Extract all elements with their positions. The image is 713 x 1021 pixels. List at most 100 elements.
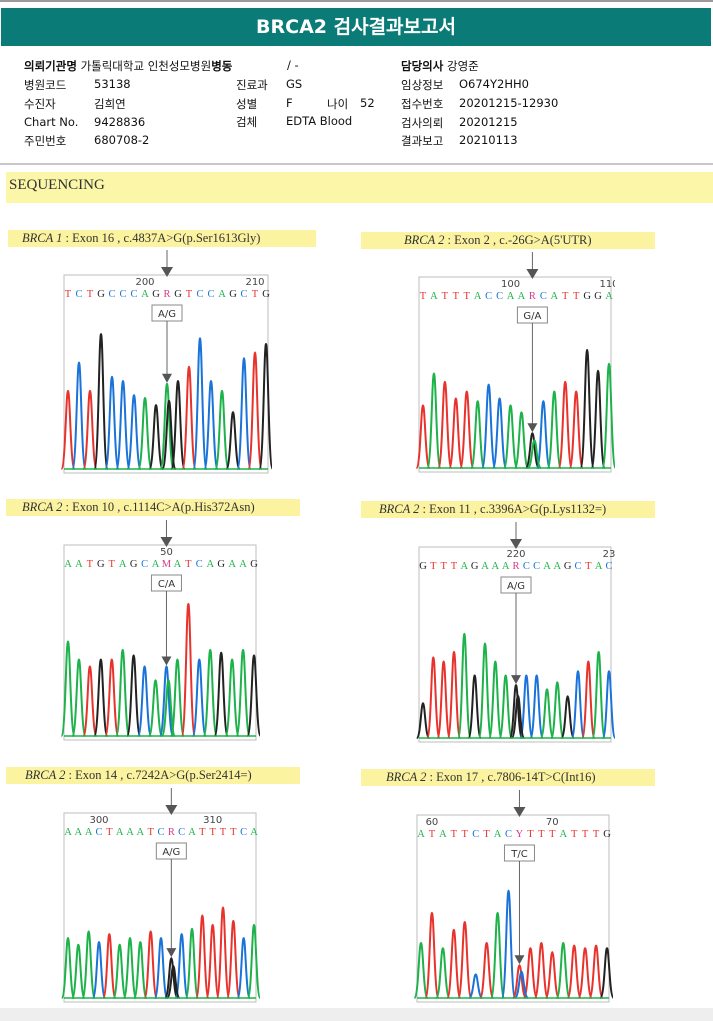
base-call: C	[523, 561, 530, 572]
report-title: BRCA2 검사결과보고서	[1, 8, 711, 46]
institution-label: 의뢰기관명	[24, 59, 77, 73]
base-call: T	[252, 289, 259, 300]
trace-peak-C	[500, 889, 517, 999]
base-call: A	[474, 291, 482, 302]
base-call: A	[64, 827, 72, 838]
base-call: G	[471, 561, 479, 572]
trace-peak-C	[236, 357, 252, 470]
trace-peak-T	[426, 656, 441, 739]
trace-peak-C	[192, 337, 208, 470]
trace-peak-T	[457, 921, 473, 999]
base-call: T	[209, 827, 216, 838]
genotype-call-label: A/G	[158, 309, 176, 320]
patient-value: 김희연	[94, 97, 126, 111]
base-call: T	[430, 561, 437, 572]
department-value: GS	[286, 77, 303, 91]
variant-peak-arrow-icon	[514, 955, 525, 965]
trace-peak-A	[477, 642, 493, 739]
doctor-label: 담당의사	[401, 59, 444, 73]
trace-peak-G	[524, 432, 541, 469]
trace-peak-A	[71, 943, 86, 999]
doctor-value: 강영준	[446, 59, 479, 73]
trace-peak-G	[258, 343, 272, 470]
trace-peak-A	[457, 632, 472, 739]
trace-peak-C	[601, 670, 615, 739]
trace-peak-A	[546, 390, 562, 469]
variant-peak-arrow-icon	[161, 656, 172, 666]
trace-peak-C	[136, 665, 153, 737]
trace-peak-G	[225, 411, 241, 470]
hospital-code-value: 53138	[94, 77, 131, 91]
genotype-call-label: G/A	[523, 311, 541, 322]
caption-2: BRCA 2 : Exon 2 , c.-26G>A(5'UTR)	[361, 232, 655, 249]
sequencing-title: SEQUENCING	[9, 177, 105, 193]
trace-peak-T	[82, 665, 98, 737]
base-call: T	[562, 291, 569, 302]
trace-peak-A	[112, 943, 127, 999]
base-call: C	[196, 559, 203, 570]
base-call: C	[75, 289, 82, 300]
base-call: C	[540, 291, 547, 302]
base-call: C	[108, 289, 115, 300]
trace-peak-C	[71, 361, 87, 470]
trace-peak-T	[557, 380, 573, 469]
base-call: R	[163, 289, 170, 300]
trace-peak-G	[467, 674, 482, 739]
base-call: T	[87, 559, 94, 570]
ward-label: 병동	[211, 59, 233, 73]
trace-peak-G	[213, 651, 229, 737]
trace-peak-A	[555, 941, 571, 999]
trace-peak-T	[104, 658, 120, 737]
section-divider	[0, 163, 713, 165]
trace-peak-A	[413, 941, 429, 999]
base-call: C	[207, 289, 214, 300]
caption-3-detail: Exon 10 , c.1114C>A(p.His372Asn)	[72, 500, 255, 514]
id-label: 주민번호	[24, 134, 67, 148]
base-call: A	[507, 291, 515, 302]
chromatogram-4: 220 23G T T T A G A A A R C C A A G C T A CA/G	[415, 522, 615, 743]
base-call: A	[188, 827, 196, 838]
trace-peak-A	[147, 679, 164, 737]
trace-peak-T	[180, 602, 196, 737]
base-call: A	[141, 289, 149, 300]
caption-6-gene: BRCA 2	[386, 770, 427, 784]
trace-peak-C	[91, 941, 107, 999]
base-call: G	[583, 291, 591, 302]
base-call: T	[230, 827, 237, 838]
base-call: A	[119, 559, 127, 570]
trace-peak-T	[215, 906, 231, 999]
base-call: C	[574, 561, 581, 572]
base-call: T	[220, 827, 227, 838]
base-call: C	[533, 561, 540, 572]
trace-peak-A	[81, 930, 96, 999]
trace-peak-C	[519, 674, 534, 739]
base-call: A	[550, 291, 558, 302]
base-call: T	[440, 561, 447, 572]
variant-peak-arrow-icon	[166, 948, 177, 958]
sequencing-header: SEQUENCING	[6, 172, 713, 203]
base-call: T	[462, 829, 469, 840]
trace-peak-A	[488, 660, 503, 739]
trace-peak-T	[181, 365, 197, 470]
chromatogram-3: 50A A T G T A G C A M A T C A G A A GC/A	[60, 520, 260, 741]
trace-peak-C	[104, 375, 120, 470]
trace-peak-T	[459, 390, 475, 469]
caption-1-gene: BRCA 1	[22, 231, 63, 245]
variant-arrow-icon	[165, 805, 178, 815]
base-call: A	[137, 827, 145, 838]
id-value: 680708-2	[94, 133, 150, 147]
ward-value: / -	[287, 58, 299, 72]
base-call: C	[605, 561, 612, 572]
trace-peak-A	[235, 648, 251, 737]
base-call: T	[451, 829, 458, 840]
trace-peak-T	[247, 351, 263, 470]
base-call: A	[559, 829, 567, 840]
report-date-value: 20210113	[459, 133, 518, 147]
trace-peak-G	[508, 684, 524, 739]
trace-peak-C	[481, 383, 497, 469]
base-call: C	[505, 829, 512, 840]
position-tick-label: 23	[603, 549, 615, 560]
base-call: A	[228, 559, 236, 570]
age-label: 나이	[327, 97, 349, 111]
base-call: C	[196, 289, 203, 300]
